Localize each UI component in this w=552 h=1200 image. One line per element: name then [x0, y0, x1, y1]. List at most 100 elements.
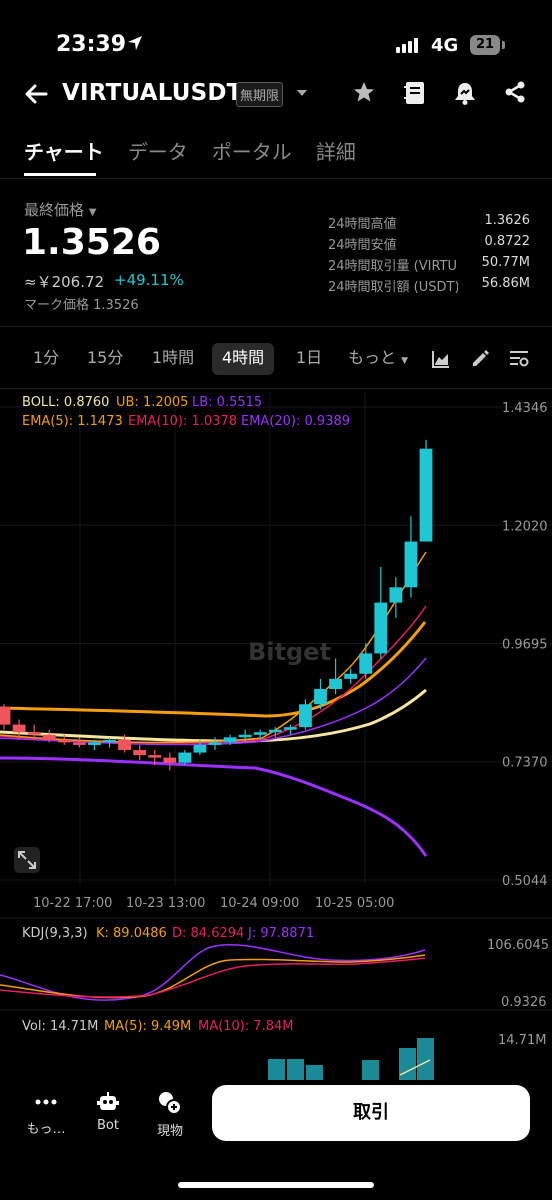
legend-boll: BOLL: 0.8760 — [22, 395, 109, 410]
candle-body — [118, 739, 131, 751]
price-change: +49.11% — [114, 271, 184, 289]
stat-label: 24時間高値 — [328, 217, 397, 232]
candle-body — [253, 732, 267, 735]
legend-lb: LB: 0.5515 — [192, 395, 262, 410]
bot-button[interactable]: Bot — [78, 1090, 138, 1133]
tab-data[interactable]: データ — [127, 140, 188, 164]
spot-button[interactable]: 現物 — [140, 1090, 200, 1139]
legend-ub: UB: 1.2005 — [116, 395, 188, 410]
more-dots-icon — [35, 1099, 57, 1105]
share-icon[interactable] — [503, 80, 527, 104]
candle-body — [389, 587, 403, 603]
pair-dropdown-icon[interactable] — [296, 88, 308, 98]
main-tabs: チャート データ ポータル 詳細 — [24, 136, 356, 165]
interval-1d[interactable]: 1日 — [296, 348, 323, 367]
tab-details[interactable]: 詳細 — [315, 140, 356, 164]
divider — [0, 388, 552, 389]
interval-more[interactable]: もっと ▼ — [348, 348, 409, 367]
candle-body — [419, 448, 433, 542]
expand-icon[interactable] — [14, 847, 40, 873]
legend-kdj: KDJ(9,3,3) — [22, 926, 88, 941]
active-tab-indicator — [24, 173, 96, 176]
interval-15m[interactable]: 15分 — [87, 348, 124, 367]
candle-body — [193, 744, 207, 753]
y-tick-label: 0.7370 — [502, 756, 548, 771]
y-tick-label: 1.2020 — [502, 519, 548, 534]
candle-body — [223, 737, 237, 743]
candle-body — [208, 742, 222, 745]
y-tick-label: 0.5044 — [502, 874, 548, 889]
candle-body — [329, 678, 342, 690]
tab-chart[interactable]: チャート — [24, 140, 104, 164]
candle-body — [27, 732, 41, 735]
x-tick-label: 10-22 17:00 — [33, 896, 112, 911]
status-bar: 23:39 4G 21 — [0, 0, 552, 90]
y-tick-label: 0.9695 — [502, 638, 548, 653]
interval-1m[interactable]: 1分 — [33, 348, 60, 367]
home-indicator — [178, 1182, 374, 1188]
candle-body — [133, 750, 147, 756]
candle-body — [103, 739, 116, 743]
legend-d: D: 84.6294 — [172, 926, 244, 941]
volume-bar — [362, 1060, 379, 1080]
legend-j: J: 97.8871 — [247, 926, 314, 941]
candles — [0, 439, 433, 771]
x-axis-labels: 10-22 17:00 10-23 13:00 10-24 09:00 10-25 0… — [33, 896, 394, 911]
tab-portal[interactable]: ポータル — [211, 140, 292, 164]
candle-body — [359, 653, 373, 674]
stat-value: 50.77M — [481, 255, 530, 270]
price-chart[interactable]: Bitget BOLL: 0.8760 UB: 1.2005 LB: 0.551… — [0, 390, 552, 1080]
candle-body — [268, 729, 282, 733]
last-price: 1.3526 — [22, 222, 161, 263]
kdj-j-line — [0, 944, 426, 1001]
pair-title[interactable]: VIRTUALUSDT — [62, 80, 243, 106]
last-price-label[interactable]: 最終価格 ▼ — [24, 201, 97, 219]
indicator-lines — [0, 551, 428, 857]
stat-value: 56.86M — [481, 276, 530, 291]
candle-body — [178, 752, 192, 763]
spot-label: 現物 — [156, 1124, 183, 1139]
interval-bar: 1分 15分 1時間 4時間 1日 もっと ▼ — [0, 343, 552, 375]
header: VIRTUALUSDT 無期限 — [0, 72, 552, 116]
cellular-signal-icon — [396, 38, 418, 53]
indicator-settings-icon[interactable] — [509, 350, 529, 368]
y-tick-label: 1.4346 — [502, 401, 548, 416]
stat-label: 24時間取引量 (VIRTU… — [328, 259, 458, 274]
bot-label: Bot — [97, 1118, 119, 1133]
kdj-k-line — [0, 954, 426, 999]
back-arrow-icon[interactable] — [22, 80, 50, 108]
status-time: 23:39 — [56, 32, 127, 57]
chart-type-icon[interactable] — [432, 350, 450, 368]
volume-bar — [287, 1059, 304, 1080]
battery-icon: 21 — [470, 35, 500, 55]
ema10-line — [0, 605, 427, 744]
more-button[interactable]: もっ… — [16, 1090, 76, 1137]
star-icon[interactable] — [352, 80, 376, 104]
kdj-tick: 106.6045 — [487, 938, 549, 953]
candle-body — [148, 755, 162, 758]
draw-tool-icon[interactable] — [470, 348, 490, 368]
vol-ma-line — [399, 1059, 431, 1076]
mark-price: マーク価格 1.3526 — [24, 298, 139, 313]
candle-body — [57, 739, 71, 743]
stat-label: 24時間安値 — [328, 238, 397, 253]
bottom-bar: もっ… Bot 現物 取引 — [0, 1080, 552, 1200]
volume-bars — [268, 1038, 434, 1080]
stat-row: 24時間安値 0.8722 — [328, 234, 530, 255]
notebook-icon[interactable] — [403, 80, 427, 106]
x-tick-label: 10-23 13:00 — [126, 896, 205, 911]
bell-alert-icon[interactable] — [452, 80, 478, 106]
kdj-d-line — [0, 957, 426, 998]
legend-ema5: EMA(5): 1.1473 — [22, 414, 123, 429]
interval-4h[interactable]: 4時間 — [212, 343, 275, 375]
stats-panel: 24時間高値 1.3626 24時間安値 0.8722 24時間取引量 (VIRTU… — [328, 213, 530, 297]
trade-button[interactable]: 取引 — [212, 1085, 530, 1141]
legend-ma5: MA(5): 9.49M — [104, 1019, 191, 1034]
stat-value: 1.3626 — [484, 213, 531, 228]
candle-body — [283, 727, 297, 730]
volume-bar — [399, 1048, 416, 1080]
location-arrow-icon — [128, 36, 142, 50]
candle-body — [374, 602, 388, 654]
interval-1h[interactable]: 1時間 — [152, 348, 195, 367]
boll-mid-line — [0, 688, 427, 743]
